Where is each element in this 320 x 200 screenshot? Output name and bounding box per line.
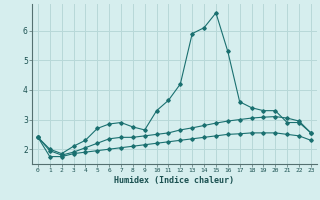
X-axis label: Humidex (Indice chaleur): Humidex (Indice chaleur) <box>115 176 234 185</box>
